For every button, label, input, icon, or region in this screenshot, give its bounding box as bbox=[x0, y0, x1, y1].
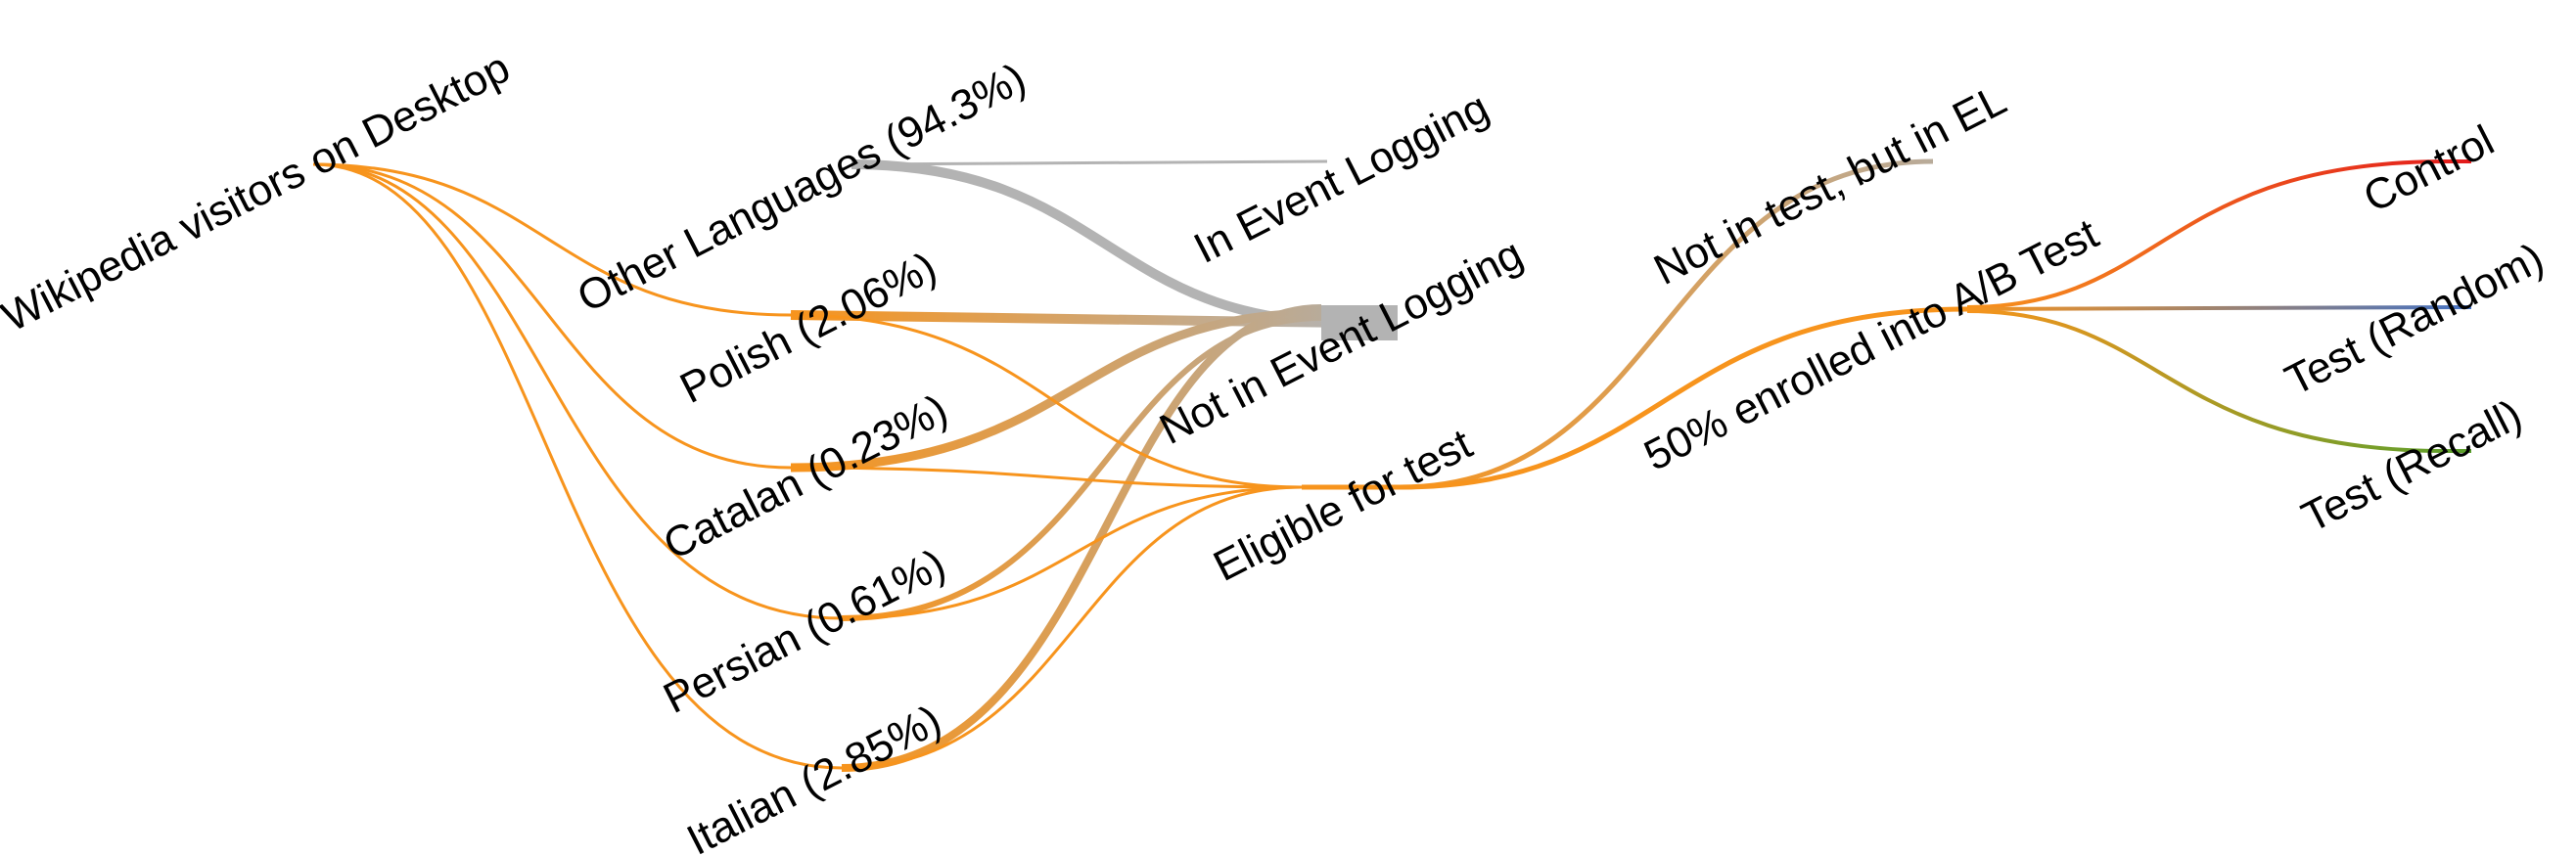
label-test-random: Test (Random) bbox=[2277, 234, 2551, 405]
label-test-recall: Test (Recall) bbox=[2294, 390, 2529, 542]
links-eligible-to-split bbox=[1399, 158, 1968, 490]
label-other-languages: Other Languages (94.3%) bbox=[570, 54, 1033, 322]
link-visitors-catalan bbox=[312, 162, 792, 470]
link-enrolled-random bbox=[1966, 305, 2472, 311]
link-catalan-eligible bbox=[790, 466, 1303, 489]
label-italian: Italian (2.85%) bbox=[679, 696, 948, 856]
link-catalan-not-in-el bbox=[790, 308, 1322, 473]
link-polish-eligible bbox=[790, 313, 1303, 489]
links-visitors-to-languages bbox=[312, 159, 843, 770]
link-visitors-italian bbox=[312, 162, 843, 770]
label-control: Control bbox=[2356, 116, 2502, 222]
link-eligible-not-in-test bbox=[1399, 158, 1934, 490]
label-in-event-logging: In Event Logging bbox=[1186, 83, 1496, 273]
label-visitors: Wikipedia visitors on Desktop bbox=[0, 43, 518, 341]
label-persian: Persian (0.61%) bbox=[656, 540, 952, 723]
link-visitors-persian bbox=[312, 162, 843, 620]
links-enrolled-to-groups bbox=[1966, 159, 2472, 453]
link-visitors-polish bbox=[312, 162, 792, 317]
label-not-in-test-but-in-el: Not in test, but in EL bbox=[1646, 75, 2013, 294]
label-eligible-for-test: Eligible for test bbox=[1206, 420, 1479, 591]
link-other-in-el bbox=[851, 159, 1328, 166]
node-not-in-el-bar bbox=[1321, 305, 1398, 340]
links-languages-to-logging bbox=[790, 159, 1400, 772]
link-italian-eligible bbox=[841, 485, 1303, 770]
link-enrolled-recall bbox=[1966, 309, 2471, 453]
link-enrolled-control bbox=[1966, 159, 2471, 309]
link-eligible-enrolled bbox=[1399, 306, 1968, 490]
link-persian-eligible bbox=[841, 485, 1303, 620]
label-catalan: Catalan (0.23%) bbox=[656, 385, 955, 569]
